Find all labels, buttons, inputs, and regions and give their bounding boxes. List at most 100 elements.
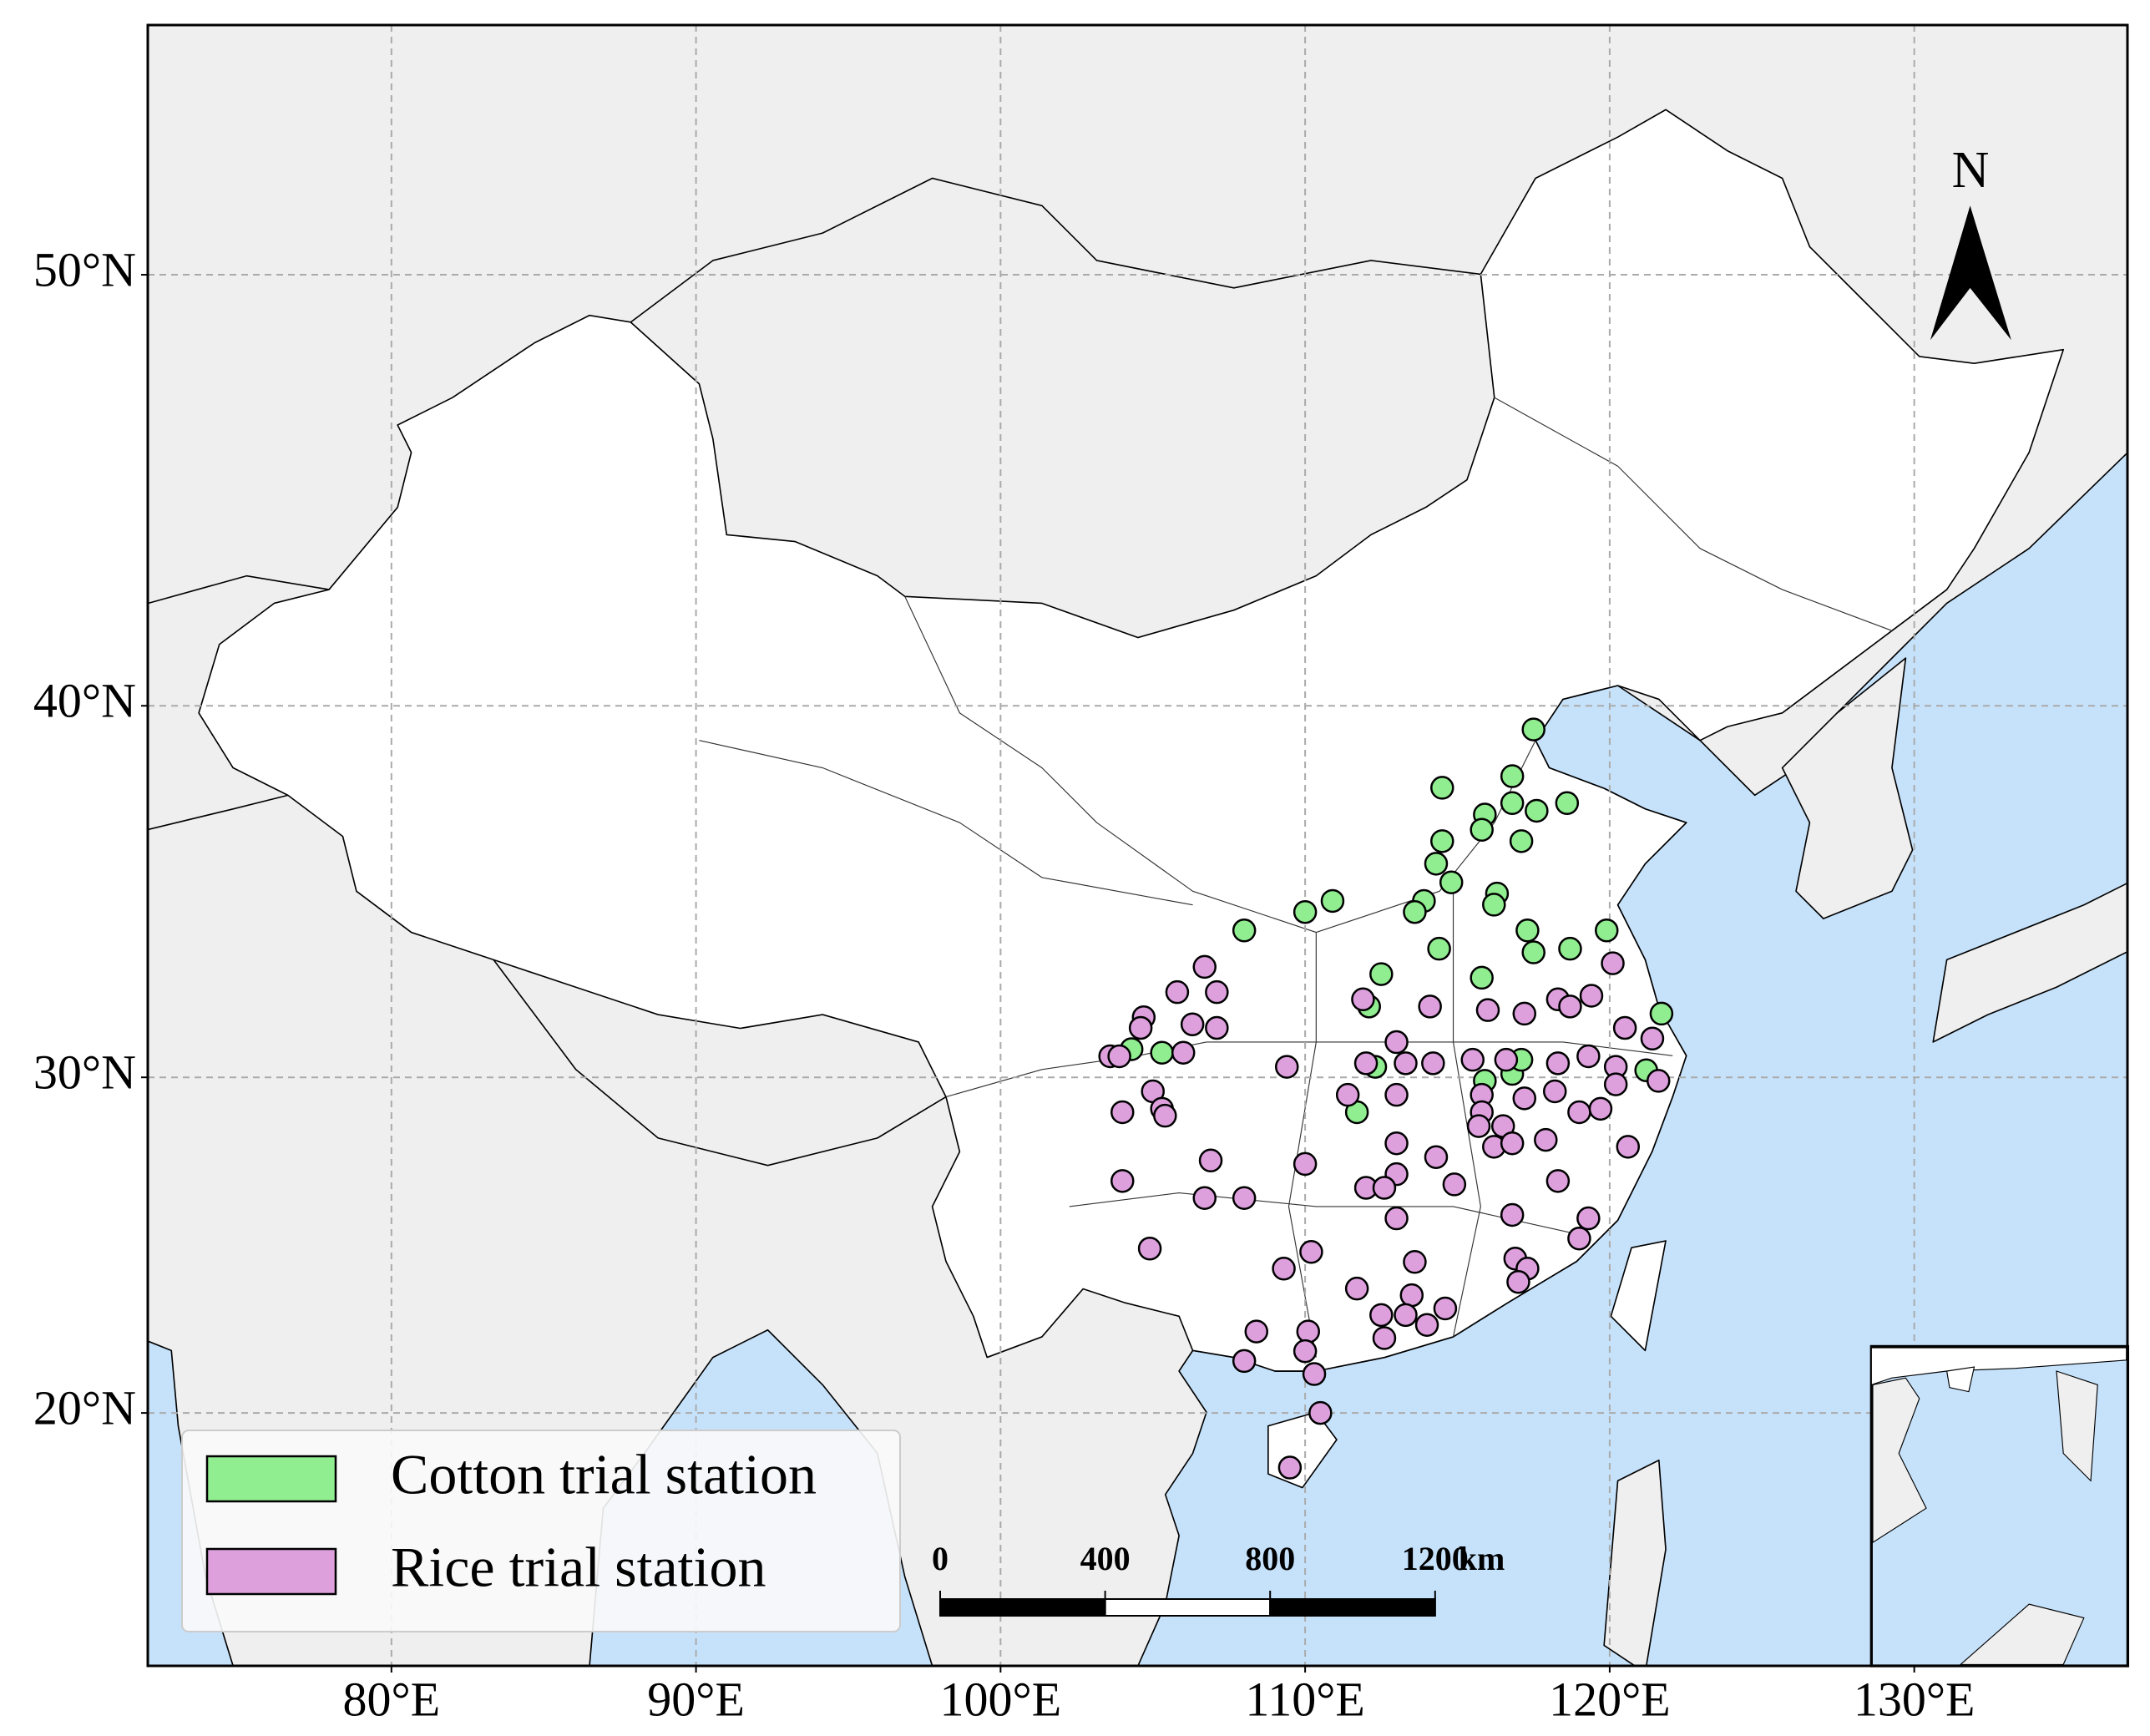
province-border: [904, 596, 1536, 934]
station: [1521, 940, 1545, 964]
station: [1460, 1047, 1485, 1072]
station: [1558, 995, 1582, 1019]
inset-borneo: [1959, 1603, 2085, 1665]
legend-box: [181, 1430, 901, 1632]
station: [1430, 776, 1454, 800]
station: [1277, 1455, 1303, 1480]
station: [1545, 1051, 1571, 1076]
scale-label: 400: [1080, 1540, 1131, 1577]
station: [1475, 998, 1500, 1022]
border: [630, 177, 1481, 323]
station: [1512, 1086, 1537, 1111]
station: [1293, 899, 1318, 924]
station: [1384, 1206, 1409, 1231]
station: [1576, 1044, 1601, 1069]
map-frame: [146, 23, 2129, 1668]
station: [1555, 791, 1580, 816]
province-borders: [699, 397, 1893, 1358]
legend: Cotton trial station Rice trial station: [181, 1430, 901, 1632]
y-tick-label: 30°N: [33, 1045, 136, 1100]
station: [1512, 1001, 1537, 1026]
station: [1439, 870, 1464, 894]
station: [1296, 1319, 1321, 1344]
station: [1403, 1250, 1427, 1274]
taiwan: [1610, 1240, 1667, 1352]
province-border: [1452, 891, 1481, 1338]
station: [1192, 954, 1217, 979]
scale-segment: [939, 1598, 1106, 1617]
station: [1272, 1257, 1296, 1281]
station: [1424, 1145, 1449, 1169]
station: [1427, 936, 1451, 961]
inset-china: [1870, 1347, 2127, 1386]
station: [1394, 1303, 1418, 1328]
station: [1494, 1047, 1519, 1072]
stations: [1098, 717, 1674, 1480]
border: [148, 794, 289, 831]
station: [1442, 1172, 1467, 1197]
station: [1470, 817, 1494, 842]
station: [1137, 1237, 1162, 1261]
station: [1335, 1082, 1360, 1107]
y-tick-label: 40°N: [33, 674, 136, 728]
station: [1482, 893, 1506, 917]
inset-hainan: [1945, 1366, 1975, 1393]
grid: [148, 25, 2127, 1666]
station: [1384, 1131, 1409, 1156]
province-border: [945, 1041, 1673, 1098]
station: [1421, 1051, 1445, 1076]
inset-philippines: [2056, 1370, 2098, 1482]
station: [1424, 852, 1449, 876]
station: [1603, 1072, 1628, 1096]
x-tick-label: 80°E: [343, 1672, 441, 1726]
station: [1466, 1114, 1491, 1138]
station: [1372, 1326, 1397, 1350]
station: [1403, 899, 1427, 924]
station: [1612, 1015, 1637, 1040]
station: [1384, 1030, 1409, 1055]
x-tick-label: 90°E: [647, 1672, 745, 1726]
station: [1588, 1096, 1613, 1121]
station: [1616, 1135, 1641, 1159]
station: [1232, 1349, 1257, 1374]
station: [1150, 1040, 1174, 1065]
scale-label: 0: [932, 1540, 949, 1577]
japan: [1932, 882, 2127, 1043]
border: [493, 959, 947, 1167]
station: [1542, 1079, 1567, 1104]
station: [1293, 1339, 1318, 1364]
station: [1394, 1051, 1418, 1076]
basemap: [148, 25, 2127, 1666]
station: [1414, 1313, 1439, 1337]
station: [1232, 1186, 1257, 1210]
station: [1470, 965, 1494, 990]
station: [1558, 936, 1582, 961]
scale-unit: km: [1459, 1540, 1505, 1577]
station: [1576, 1206, 1601, 1231]
station: [1579, 984, 1604, 1008]
station: [1649, 1001, 1674, 1026]
x-tick-label: 120°E: [1549, 1672, 1671, 1726]
station: [1506, 1269, 1530, 1294]
station: [1299, 1240, 1323, 1264]
y-tick-label: 50°N: [33, 242, 136, 296]
station: [1110, 1100, 1135, 1125]
legend-label: Rice trial station: [391, 1536, 766, 1599]
station: [1171, 1040, 1196, 1065]
scale-segment: [1269, 1598, 1436, 1617]
station: [1647, 1069, 1671, 1093]
north-arrow: N: [1930, 142, 2011, 341]
scale-label: 800: [1245, 1540, 1295, 1577]
station: [1515, 919, 1540, 943]
station: [1601, 951, 1625, 975]
station: [1369, 1303, 1394, 1328]
station: [1153, 1103, 1177, 1128]
station: [1372, 1176, 1397, 1200]
legend-swatch: [205, 1547, 337, 1596]
y-tick-label: 20°N: [33, 1380, 136, 1435]
station: [1180, 1012, 1205, 1036]
station: [1418, 995, 1442, 1019]
